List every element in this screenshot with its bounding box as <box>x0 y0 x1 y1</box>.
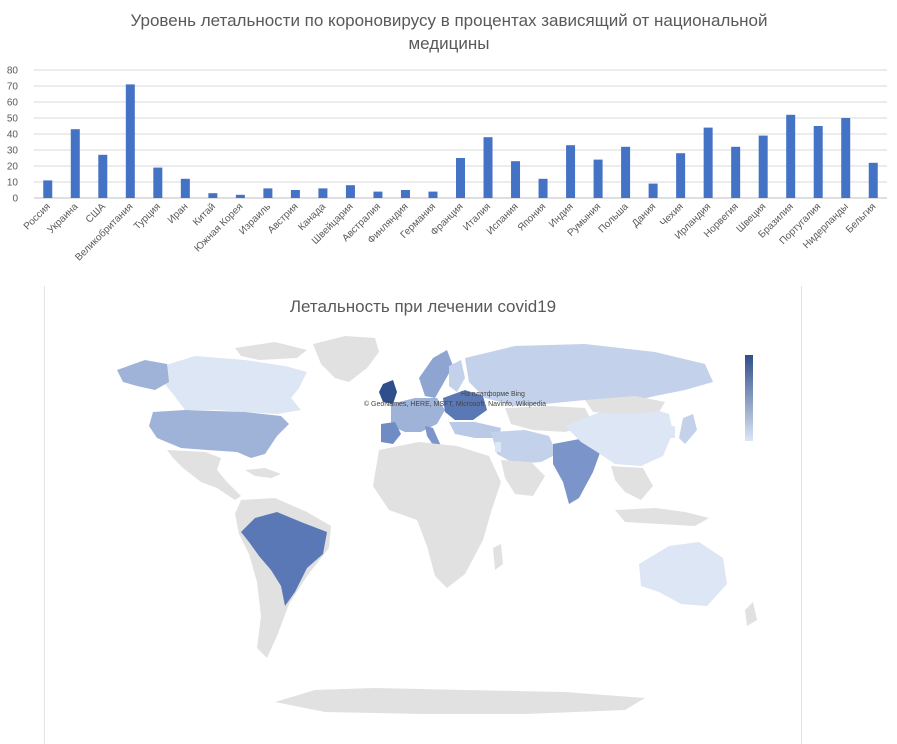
bar <box>786 114 796 198</box>
region-russia[interactable] <box>465 344 713 406</box>
bar <box>731 146 741 198</box>
bar <box>428 191 438 198</box>
map-panel: Летальность при лечении covid19 <box>44 286 802 744</box>
bar <box>813 126 823 198</box>
bar <box>208 193 218 198</box>
map-attribution-platform: На платформе Bing <box>461 391 525 398</box>
region-canada[interactable] <box>163 356 307 414</box>
region-korea[interactable] <box>667 426 675 438</box>
category-label: Украина <box>46 201 81 236</box>
category-label: Иран <box>166 201 191 226</box>
y-tick-label: 30 <box>7 146 19 157</box>
region-japan[interactable] <box>679 414 697 444</box>
y-gridlines <box>34 69 887 199</box>
bar <box>648 183 658 198</box>
bar <box>621 146 631 198</box>
region-mexico[interactable] <box>167 450 241 500</box>
bar <box>345 185 355 198</box>
region-uk-ireland[interactable] <box>379 380 397 404</box>
region-caribbean[interactable] <box>245 468 281 478</box>
y-tick-label: 50 <box>7 114 19 125</box>
category-label: Турция <box>132 201 163 232</box>
y-tick-label: 80 <box>7 66 19 77</box>
bar <box>98 154 108 198</box>
bar <box>70 129 80 198</box>
region-usa[interactable] <box>149 410 289 458</box>
region-indonesia[interactable] <box>615 508 709 526</box>
region-norway-sweden[interactable] <box>419 350 453 398</box>
bar <box>43 180 53 198</box>
region-new-zealand[interactable] <box>745 602 757 626</box>
region-middle-east[interactable] <box>491 430 557 464</box>
region-arctic-islands[interactable] <box>235 342 307 360</box>
bar <box>703 127 713 198</box>
bar <box>566 145 576 198</box>
bar <box>456 158 465 198</box>
region-greenland[interactable] <box>313 336 379 382</box>
y-tick-label: 20 <box>7 162 19 173</box>
map-attribution-sources: © GeoNames, HERE, MSFT, Microsoft, Navin… <box>364 400 546 408</box>
map-title: Летальность при лечении covid19 <box>290 297 556 316</box>
bar <box>676 153 686 198</box>
region-israel[interactable] <box>495 442 501 452</box>
region-australia[interactable] <box>639 542 727 606</box>
world-map[interactable]: Летальность при лечении covid19 <box>45 286 801 744</box>
region-balkans-turkey[interactable] <box>449 422 501 438</box>
bar <box>758 135 768 198</box>
region-africa[interactable] <box>373 442 501 588</box>
category-label: Австрия <box>266 201 301 236</box>
y-tick-labels: 0 10 20 30 40 50 60 70 80 <box>7 66 19 205</box>
bar <box>483 137 493 198</box>
bar <box>153 167 163 198</box>
region-brazil[interactable] <box>241 512 327 606</box>
category-label: Дания <box>630 201 658 229</box>
y-tick-label: 10 <box>7 178 19 189</box>
region-west-europe[interactable] <box>391 398 445 432</box>
lethality-bar-chart: Уровень летальности по короновирусу в пр… <box>7 11 887 264</box>
bar <box>180 178 190 198</box>
region-finland[interactable] <box>449 360 465 392</box>
y-tick-label: 0 <box>12 194 18 205</box>
bar <box>538 178 548 198</box>
region-southeast-asia[interactable] <box>611 466 653 500</box>
y-tick-label: 40 <box>7 130 19 141</box>
region-antarctica[interactable] <box>275 688 645 714</box>
bar-chart-title-line-2: медицины <box>408 34 489 53</box>
bar <box>235 194 245 198</box>
bar <box>593 159 603 198</box>
y-tick-label: 60 <box>7 98 19 109</box>
bar <box>511 161 521 198</box>
color-scale-legend <box>745 355 753 441</box>
bar-chart-title-line-1: Уровень летальности по короновирусу в пр… <box>130 11 767 30</box>
bars <box>43 84 878 198</box>
region-india[interactable] <box>553 438 601 504</box>
category-label: Польша <box>597 201 631 235</box>
region-italy[interactable] <box>425 426 441 448</box>
bar <box>125 84 135 198</box>
bar <box>290 190 300 198</box>
bar <box>841 118 851 198</box>
category-label: Бельгия <box>844 201 878 235</box>
category-label: США <box>84 201 108 225</box>
category-label: Япония <box>516 201 548 233</box>
region-mongolia[interactable] <box>585 396 665 414</box>
region-alaska[interactable] <box>117 360 169 390</box>
region-madagascar[interactable] <box>493 544 503 570</box>
bar <box>373 191 383 198</box>
bar <box>400 190 410 198</box>
region-east-europe[interactable] <box>443 390 487 420</box>
bar <box>318 188 328 198</box>
region-iberia[interactable] <box>381 422 401 444</box>
region-arabia[interactable] <box>501 460 545 496</box>
bar <box>868 162 878 198</box>
region-china[interactable] <box>565 406 673 466</box>
y-tick-label: 70 <box>7 82 19 93</box>
bar <box>263 188 273 198</box>
